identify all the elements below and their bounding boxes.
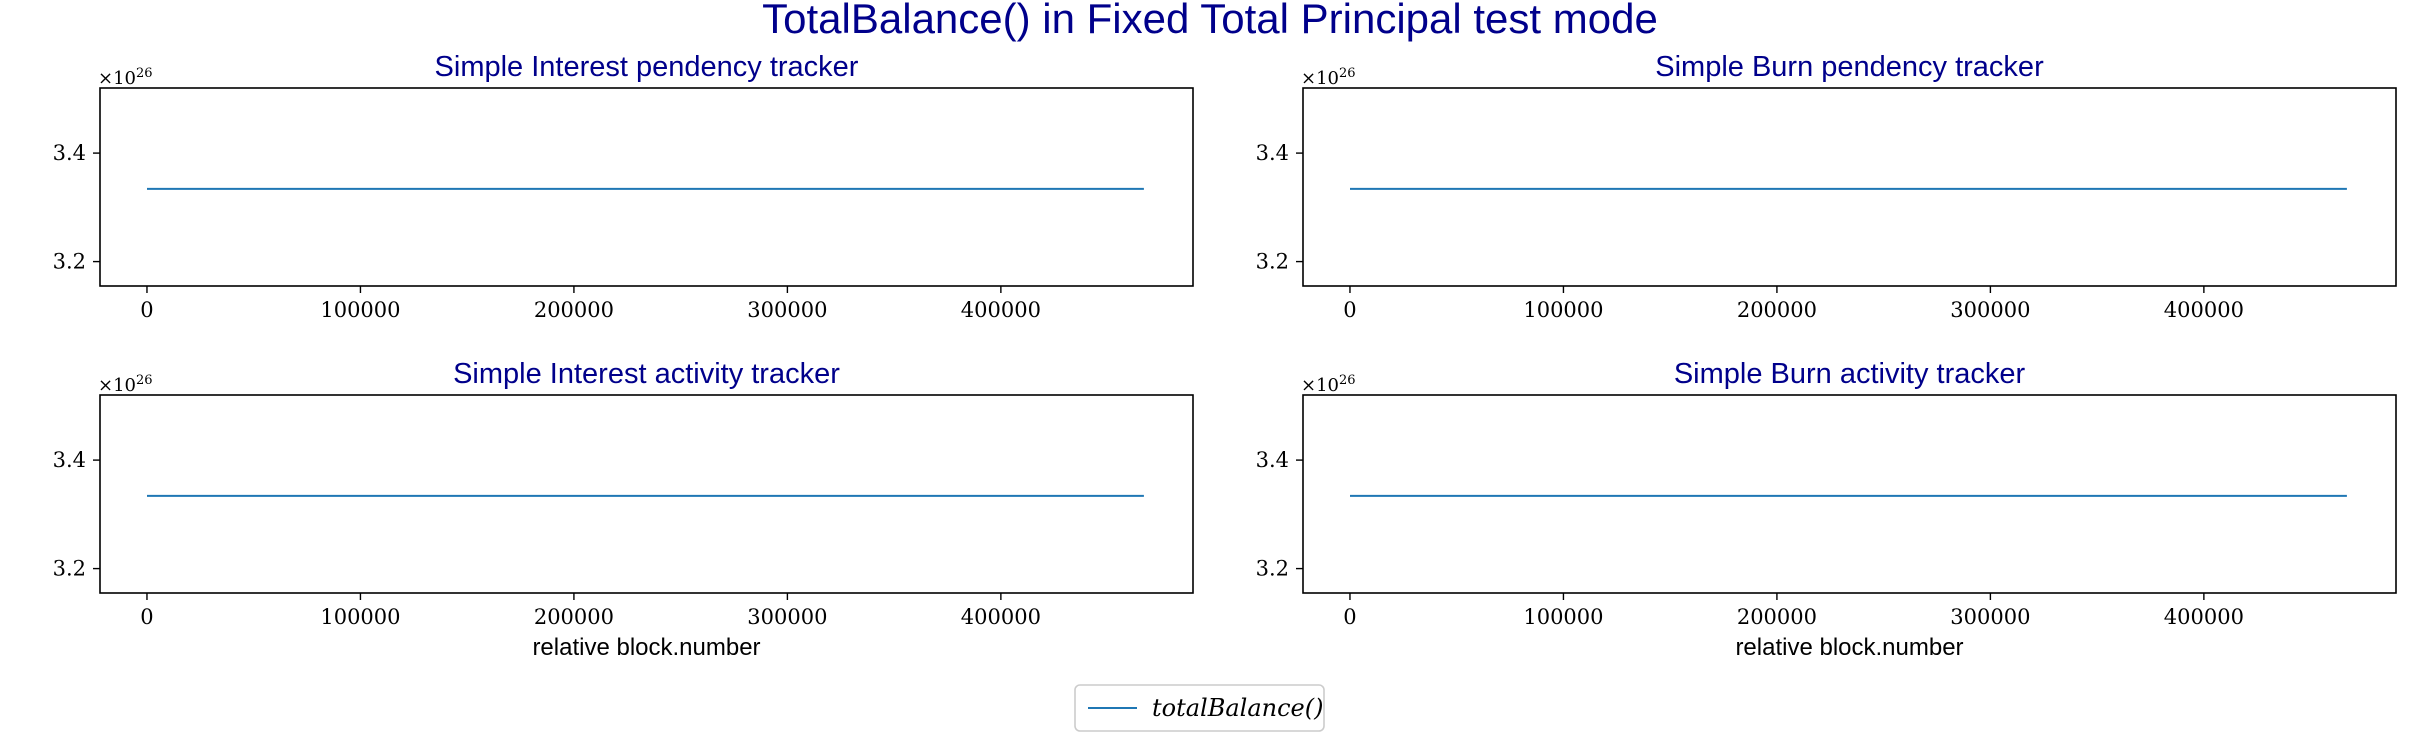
y-tick-label: 3.2 (53, 250, 86, 274)
y-offset-exponent: 26 (136, 66, 153, 81)
x-tick-label: 100000 (320, 605, 400, 629)
y-offset-exponent: 26 (136, 373, 153, 388)
x-tick-label: 0 (1343, 298, 1356, 322)
x-tick-label: 400000 (2164, 298, 2244, 322)
subplot-title: Simple Burn pendency tracker (1655, 51, 2044, 83)
subplot-title: Simple Interest activity tracker (453, 358, 840, 390)
y-offset-base: ×10 (98, 68, 136, 89)
y-offset-base: ×10 (1301, 375, 1339, 396)
y-offset-base: ×10 (98, 375, 136, 396)
x-tick-label: 100000 (320, 298, 400, 322)
axes-frame (99, 87, 1194, 287)
subplot-1: Simple Interest pendency tracker 0 100000 2… (53, 51, 1194, 322)
x-tick-label: 300000 (747, 298, 827, 322)
x-tick-label: 0 (1343, 605, 1356, 629)
y-tick-label: 3.4 (53, 448, 86, 472)
figure-title: TotalBalance() in Fixed Total Principal … (762, 0, 1658, 42)
x-tick-label: 300000 (1950, 605, 2030, 629)
legend-label: totalBalance() (1152, 694, 1323, 722)
y-tick-label: 3.2 (53, 557, 86, 581)
legend-box (1074, 684, 1325, 732)
x-tick-label: 400000 (961, 605, 1041, 629)
x-tick-label: 200000 (534, 605, 614, 629)
x-tick-label: 0 (140, 605, 153, 629)
y-offset-label: ×1026 (98, 373, 153, 396)
x-tick-label: 100000 (1523, 298, 1603, 322)
y-tick-label: 3.4 (53, 141, 86, 165)
x-tick-label: 200000 (1737, 298, 1817, 322)
y-offset-label: ×1026 (1301, 373, 1356, 396)
x-tick-label: 300000 (747, 605, 827, 629)
axes-frame (99, 394, 1194, 594)
legend: totalBalance() (1074, 684, 1325, 732)
x-tick-label: 200000 (1737, 605, 1817, 629)
x-tick-label: 200000 (534, 298, 614, 322)
y-offset-exponent: 26 (1339, 373, 1356, 388)
y-tick-label: 3.2 (1256, 250, 1289, 274)
subplot-4: Simple Burn activity tracker 0 100000 20000… (1256, 358, 2397, 661)
y-tick-label: 3.4 (1256, 448, 1289, 472)
subplot-2: Simple Burn pendency tracker 0 100000 20000… (1256, 51, 2397, 322)
subplot-3: Simple Interest activity tracker 0 100000 2… (53, 358, 1194, 661)
x-axis-label: relative block.number (532, 634, 760, 661)
subplot-title: Simple Interest pendency tracker (435, 51, 859, 83)
x-tick-label: 0 (140, 298, 153, 322)
axes-frame (1302, 87, 2397, 287)
subplot-title: Simple Burn activity tracker (1674, 358, 2026, 390)
y-offset-label: ×1026 (1301, 66, 1356, 89)
y-offset-exponent: 26 (1339, 66, 1356, 81)
x-axis-label: relative block.number (1735, 634, 1963, 661)
axes-frame (1302, 394, 2397, 594)
x-tick-label: 300000 (1950, 298, 2030, 322)
y-offset-base: ×10 (1301, 68, 1339, 89)
x-tick-label: 100000 (1523, 605, 1603, 629)
y-tick-label: 3.2 (1256, 557, 1289, 581)
x-tick-label: 400000 (2164, 605, 2244, 629)
y-offset-label: ×1026 (98, 66, 153, 89)
y-tick-label: 3.4 (1256, 141, 1289, 165)
x-tick-label: 400000 (961, 298, 1041, 322)
subplot-grid: Simple Interest pendency tracker 0 100000 2… (53, 51, 2397, 661)
